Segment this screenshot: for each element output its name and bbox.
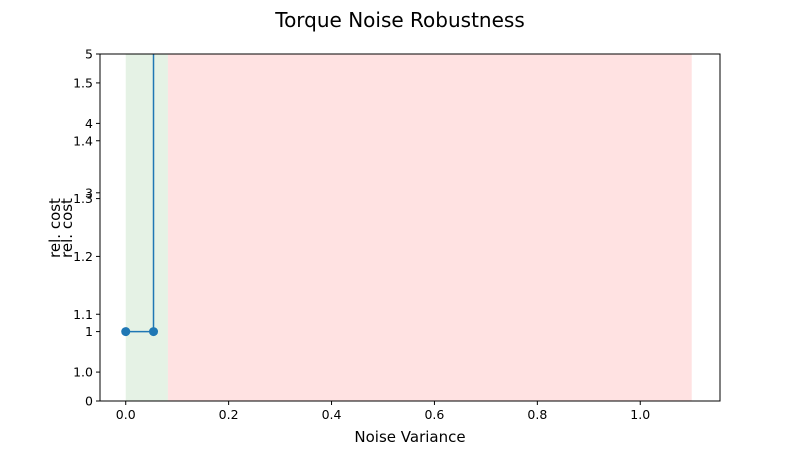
y-tick-label: 4 xyxy=(85,116,93,131)
y-tick-label: 3 xyxy=(85,185,93,200)
x-tick-label: 0.0 xyxy=(116,407,136,422)
shaded-regions xyxy=(125,54,692,401)
x-axis-label: Noise Variance xyxy=(354,428,465,446)
region-unstable xyxy=(167,54,692,401)
y-tick-label: 1.0 xyxy=(73,365,93,380)
y-axis-ticks: 0 1 3 4 5 1.0 1.1 1.2 1.3 1.4 1.5 xyxy=(73,47,100,409)
x-tick-label: 0.6 xyxy=(424,407,444,422)
y-tick-label: 1.3 xyxy=(73,191,93,206)
data-point xyxy=(121,327,131,337)
region-stable xyxy=(125,54,168,401)
x-tick-label: 1.0 xyxy=(630,407,650,422)
chart-title: Torque Noise Robustness xyxy=(274,8,524,32)
y-tick-label: 1.4 xyxy=(73,133,93,148)
y-axis-label-inner: rel. cost xyxy=(58,198,76,258)
y-tick-label: 1.5 xyxy=(73,75,93,90)
plot-frame xyxy=(99,53,721,402)
y-tick-label: 1 xyxy=(85,324,93,339)
x-tick-label: 0.8 xyxy=(527,407,547,422)
y-tick-label: 1.1 xyxy=(73,307,93,322)
data-point xyxy=(149,327,159,337)
y-axis-label-outer: rel. cost xyxy=(46,198,64,258)
series-layer xyxy=(121,54,159,337)
y-tick-label: 0 xyxy=(85,394,93,409)
y-tick-label: 5 xyxy=(85,47,93,62)
y-tick-label: 1.2 xyxy=(73,249,93,264)
x-tick-label: 0.4 xyxy=(322,407,342,422)
x-axis-ticks: 0.0 0.2 0.4 0.6 0.8 1.0 xyxy=(116,401,650,422)
x-tick-label: 0.2 xyxy=(219,407,239,422)
